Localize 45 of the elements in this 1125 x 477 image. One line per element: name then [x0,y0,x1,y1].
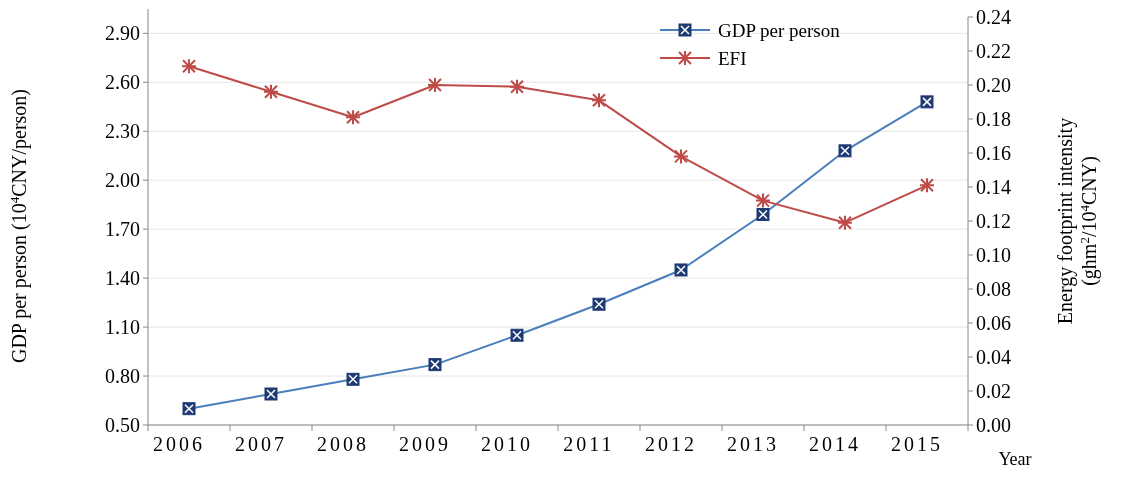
legend-label: EFI [718,47,747,69]
x-tick-label: 2007 [235,433,287,455]
x-tick-label: 2008 [317,433,369,455]
y2-tick-label: 0.16 [976,142,1011,164]
y-tick-label: 2.00 [105,169,140,192]
point [591,92,607,109]
y-tick-label: 2.60 [105,71,140,94]
y-tick-label: 0.50 [105,414,140,436]
y2-tick-label: 0.18 [976,108,1011,130]
y-tick-label: 1.40 [105,267,140,290]
x-tick-label: 2012 [645,433,697,455]
x-tick-label: 2010 [481,433,533,455]
y2-tick-label: 0.04 [976,346,1011,368]
point [181,58,197,75]
y2-tick-label: 0.06 [976,312,1011,334]
point [837,214,853,231]
y2-tick-label: 0.08 [976,278,1011,300]
x-axis-title: Year [998,449,1032,469]
point [919,177,935,194]
point [345,109,361,126]
point [755,192,771,209]
y2-tick-label: 0.24 [976,6,1011,28]
y2-tick-label: 0.20 [976,74,1011,96]
point [509,78,525,95]
y2-tick-label: 0.00 [976,414,1011,436]
y-tick-label: 2.30 [105,120,140,143]
x-tick-label: 2011 [563,433,615,455]
y2-tick-label: 0.02 [976,380,1011,402]
point [263,83,279,100]
y-tick-label: 0.80 [105,365,140,388]
x-tick-label: 2013 [727,433,779,455]
y-tick-label: 2.90 [105,22,140,45]
x-tick-label: 2015 [891,433,943,455]
x-tick-label: 2014 [809,433,861,455]
y2-tick-label: 0.10 [976,244,1011,266]
x-tick-label: 2006 [153,433,205,455]
y2-tick-label: 0.12 [976,210,1011,232]
x-tick-label: 2009 [399,433,451,455]
y2-tick-label: 0.14 [976,176,1011,198]
y-tick-label: 1.10 [105,316,140,339]
y2-tick-label: 0.22 [976,40,1011,62]
y-tick-label: 1.70 [105,218,140,241]
point [673,148,689,165]
point [427,77,443,93]
legend-label: GDP per person [718,19,841,41]
